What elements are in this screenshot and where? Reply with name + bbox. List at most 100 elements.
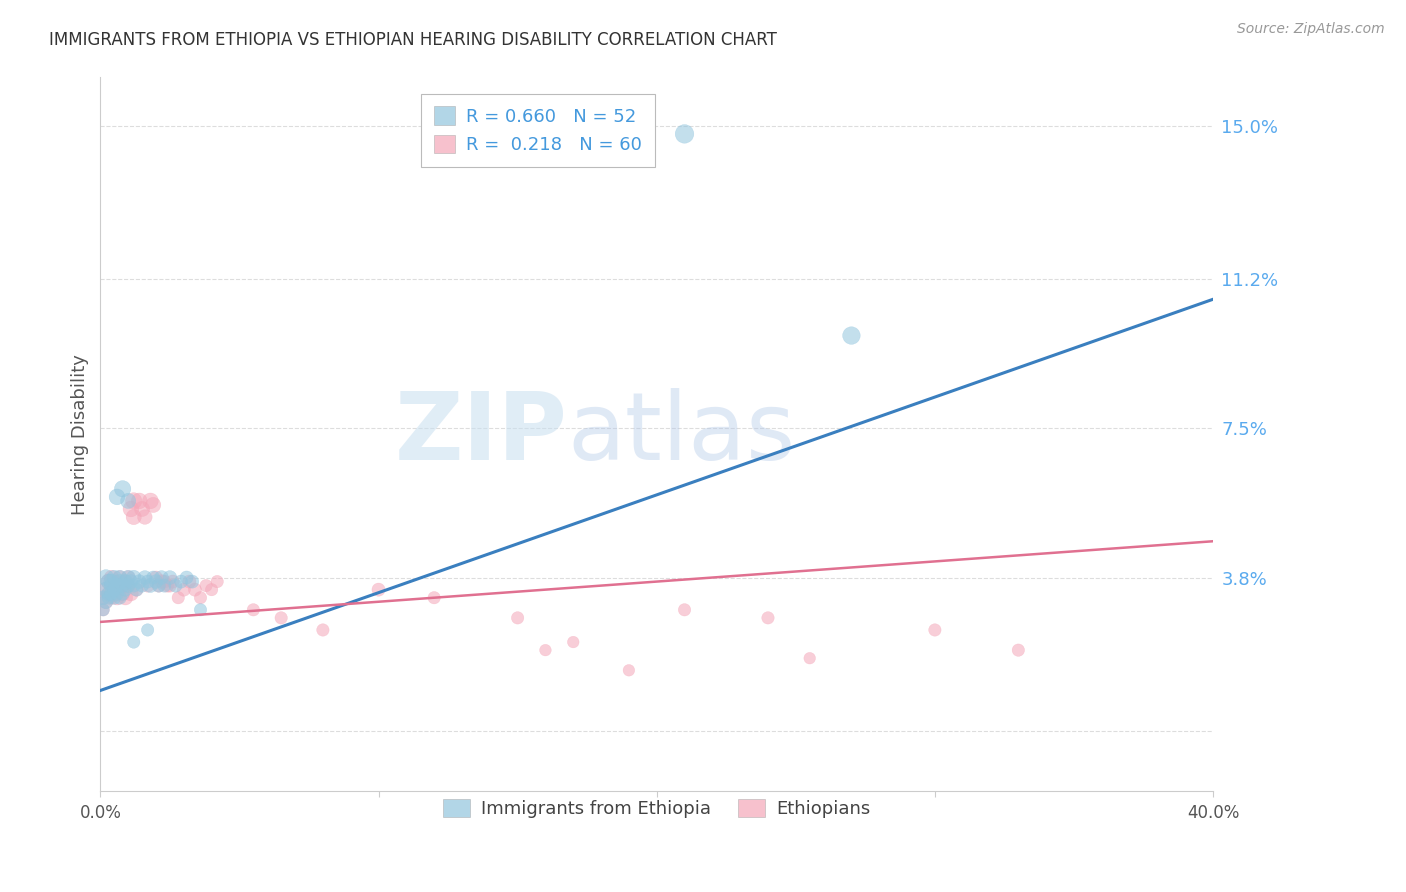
Point (1007, 643, 1029, 657)
Point (142, 570, 165, 584)
Text: Source: ZipAtlas.com: Source: ZipAtlas.com (1237, 22, 1385, 37)
Point (153, 574, 176, 589)
Text: IMMIGRANTS FROM ETHIOPIA VS ETHIOPIAN HEARING DISABILITY CORRELATION CHART: IMMIGRANTS FROM ETHIOPIA VS ETHIOPIAN HE… (49, 31, 778, 49)
Point (136, 574, 159, 589)
Point (617, 663, 640, 677)
Point (105, 579, 128, 593)
Point (103, 591, 125, 605)
Y-axis label: Hearing Disability: Hearing Disability (72, 354, 89, 515)
Point (117, 579, 139, 593)
Point (97, 587, 120, 601)
Point (111, 587, 134, 601)
Point (105, 587, 128, 601)
Point (125, 582, 148, 597)
Point (94, 595, 117, 609)
Point (103, 582, 125, 597)
Point (103, 570, 125, 584)
Point (97, 574, 120, 589)
Point (170, 574, 193, 589)
Point (105, 591, 128, 605)
Point (134, 510, 156, 524)
Point (100, 591, 122, 605)
Point (145, 574, 167, 589)
Point (799, 651, 821, 665)
Point (131, 502, 153, 516)
Legend: Immigrants from Ethiopia, Ethiopians: Immigrants from Ethiopia, Ethiopians (436, 791, 877, 825)
Point (120, 587, 142, 601)
Point (97, 574, 120, 589)
Point (91, 603, 114, 617)
Point (111, 579, 134, 593)
Point (103, 579, 125, 593)
Point (114, 582, 136, 597)
Point (167, 591, 190, 605)
Point (312, 623, 335, 637)
Point (150, 574, 173, 589)
Point (131, 579, 153, 593)
Point (94, 570, 117, 584)
Point (120, 502, 142, 516)
Point (125, 582, 148, 597)
Point (673, 603, 696, 617)
Point (184, 582, 207, 597)
Point (114, 574, 136, 589)
Point (841, 328, 863, 343)
Point (122, 635, 145, 649)
Point (105, 574, 128, 589)
Point (142, 498, 165, 512)
Point (91, 603, 114, 617)
Point (108, 570, 131, 584)
Point (91, 591, 114, 605)
Point (108, 570, 131, 584)
Point (122, 510, 145, 524)
Point (94, 595, 117, 609)
Text: ZIP: ZIP (395, 388, 568, 481)
Point (128, 494, 150, 508)
Point (423, 591, 446, 605)
Point (114, 574, 136, 589)
Point (111, 587, 134, 601)
Point (117, 579, 139, 593)
Point (195, 579, 218, 593)
Point (97, 587, 120, 601)
Point (136, 579, 159, 593)
Point (756, 611, 779, 625)
Point (534, 643, 557, 657)
Point (100, 570, 122, 584)
Point (506, 611, 529, 625)
Point (150, 570, 173, 584)
Point (148, 579, 170, 593)
Point (111, 482, 134, 496)
Point (165, 579, 187, 593)
Point (205, 574, 228, 589)
Point (145, 570, 167, 584)
Point (91, 591, 114, 605)
Point (117, 570, 139, 584)
Point (100, 579, 122, 593)
Point (117, 494, 139, 508)
Point (134, 570, 156, 584)
Point (122, 494, 145, 508)
Point (97, 591, 120, 605)
Point (122, 579, 145, 593)
Point (139, 579, 162, 593)
Point (179, 574, 201, 589)
Point (114, 591, 136, 605)
Point (105, 490, 128, 504)
Point (100, 587, 122, 601)
Point (181, 574, 204, 589)
Point (153, 579, 176, 593)
Point (270, 611, 292, 625)
Point (242, 603, 264, 617)
Point (201, 582, 224, 597)
Text: atlas: atlas (568, 388, 796, 481)
Point (100, 574, 122, 589)
Point (190, 603, 212, 617)
Point (111, 579, 134, 593)
Point (159, 570, 181, 584)
Point (162, 574, 184, 589)
Point (122, 570, 145, 584)
Point (367, 582, 389, 597)
Point (562, 635, 585, 649)
Point (159, 579, 181, 593)
